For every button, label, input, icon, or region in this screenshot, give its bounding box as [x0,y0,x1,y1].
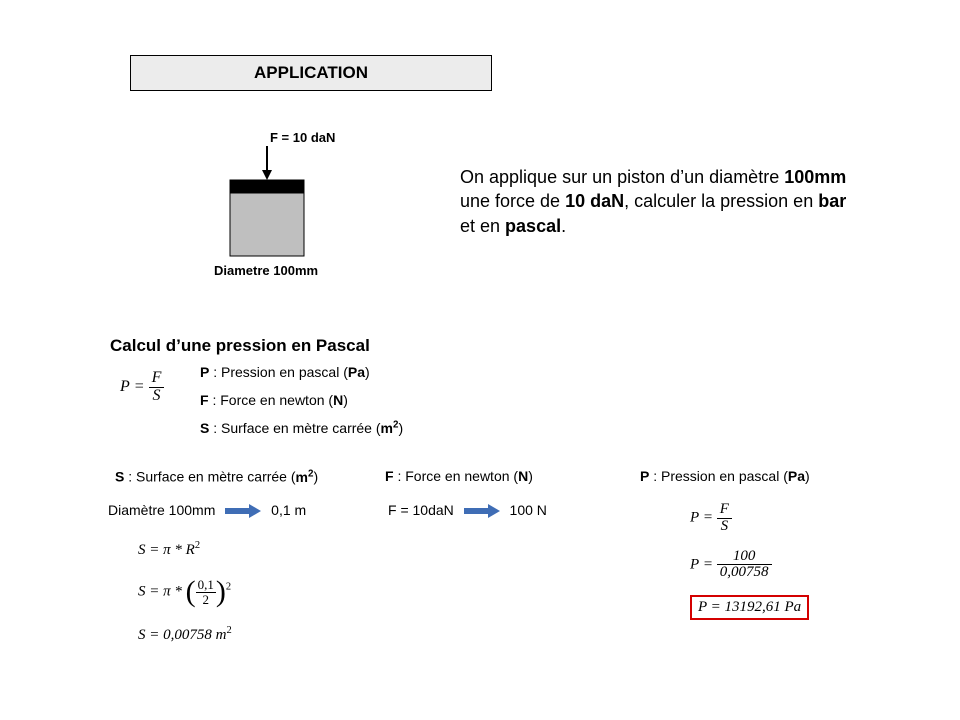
main-formula: P = FS [120,370,164,405]
col-s-conversion: Diamètre 100mm 0,1 m [108,502,306,518]
col-p-header: P : Pression en pascal (Pa) [640,468,810,484]
definition-row: F : Force en newton (N) [200,386,403,414]
arrow-icon [225,504,261,518]
definition-row: P : Pression en pascal (Pa) [200,358,403,386]
diameter-label: Diametre 100mm [214,263,318,278]
col-p-math: P = FS P = 1000,00758 P = 13192,61 Pa [690,502,809,634]
arrow-icon [464,504,500,518]
section-header: Calcul d’une pression en Pascal [110,336,370,356]
piston-diagram: F = 10 daN Diametre 100mm [200,130,370,290]
col-s-header: S : Surface en mètre carrée (m2) [115,468,318,485]
col-f-conversion: F = 10daN 100 N [388,502,547,518]
definition-row: S : Surface en mètre carrée (m2) [200,414,403,442]
problem-statement: On applique sur un piston d’un diamètre … [460,165,850,238]
result-box: P = 13192,61 Pa [690,595,809,620]
definitions-list: P : Pression en pascal (Pa)F : Force en … [200,358,403,442]
col-f-header: F : Force en newton (N) [385,468,533,484]
title-box: APPLICATION [130,55,492,91]
force-label: F = 10 daN [270,130,335,145]
col-s-math: S = π * R2 S = π * (0,12) 2 S = 0,00758 … [138,540,232,662]
